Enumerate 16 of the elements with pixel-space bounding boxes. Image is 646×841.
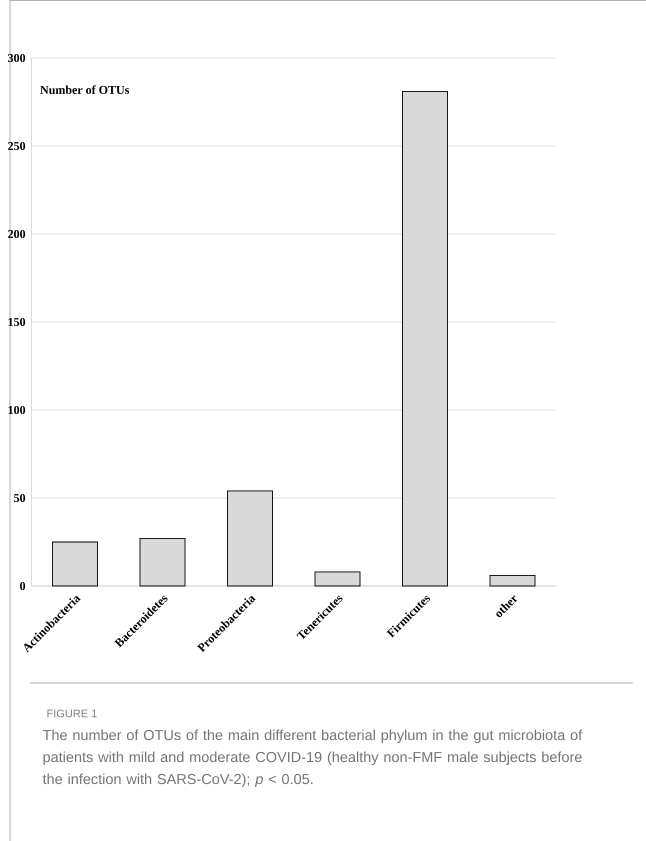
y-tick-label: 250 xyxy=(8,142,26,150)
caption: FIGURE 1 xyxy=(47,710,97,718)
bar xyxy=(402,90,448,586)
bar xyxy=(52,542,98,586)
y-tick-label: 50 xyxy=(14,494,26,502)
y-tick-label: 300 xyxy=(8,54,26,62)
text: The number of OTUs of the main different bacterial phylum in the gut microbiota of patients with mild and moderate COVID-19 (healthy non-FMF male subjects before the infection with SARS-CoV-2); p < 0.05. xyxy=(42,730,582,788)
y-axis-title: Number of OTUs xyxy=(40,85,130,94)
bar xyxy=(227,490,273,586)
bar xyxy=(140,538,186,586)
y-tick-label: 200 xyxy=(8,230,26,238)
bar xyxy=(314,571,360,586)
bar xyxy=(490,574,536,586)
y-tick-label: 100 xyxy=(8,406,26,414)
y-tick-label: 0 xyxy=(20,582,26,590)
y-tick-label: 150 xyxy=(8,318,26,326)
